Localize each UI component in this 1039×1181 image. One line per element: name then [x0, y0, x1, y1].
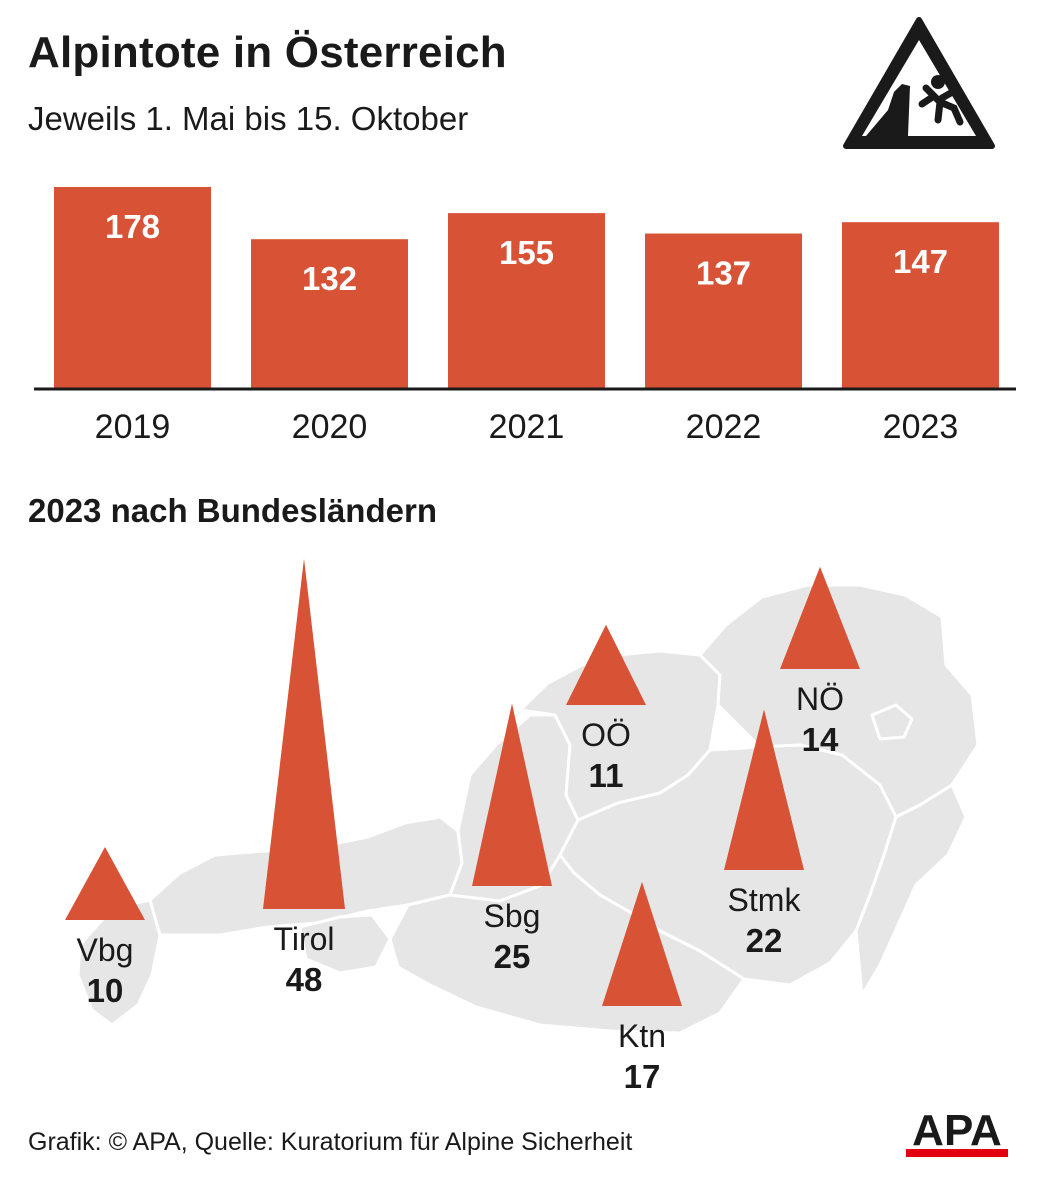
triangle-Vbg: [65, 847, 145, 920]
x-tick-label: 2022: [686, 408, 762, 446]
region-label: Stmk: [728, 882, 802, 918]
x-tick-label: 2023: [883, 408, 959, 446]
bar-chart: 178 2019 132 2020 155 2021 137 2022 147 2023: [34, 187, 1016, 446]
region-value-label: 11: [589, 757, 624, 794]
falling-climber-warning-sign-icon: [843, 17, 995, 149]
map-region-bgld: [854, 783, 968, 997]
bar-2023: [842, 222, 999, 389]
apa-logo-bar: [906, 1149, 1008, 1157]
section-title: 2023 nach Bundesländern: [28, 492, 437, 529]
apa-logo-text: APA: [912, 1106, 1002, 1155]
bar-2022: [645, 233, 802, 389]
region-label: NÖ: [796, 681, 844, 717]
triangle-OÖ: [566, 624, 646, 705]
bar-value-label: 137: [696, 255, 751, 292]
austria-map-chart: Vbg 10 Tirol 48 Sbg 25 OÖ 11 NÖ 14 Stmk 22 Ktn 17: [65, 558, 980, 1095]
bar-value-label: 155: [499, 234, 554, 271]
triangle-Tirol: [263, 558, 345, 909]
region-value-label: 17: [624, 1058, 661, 1095]
bar-value-label: 147: [893, 243, 948, 280]
region-label: OÖ: [581, 717, 631, 753]
region-value-label: 14: [802, 721, 839, 758]
bar-2021: [448, 213, 605, 389]
region-label: Tirol: [273, 921, 334, 957]
x-tick-label: 2019: [95, 408, 171, 446]
region-value-label: 25: [494, 938, 531, 975]
x-tick-label: 2021: [489, 408, 565, 446]
region-label: Sbg: [484, 898, 541, 934]
page-title: Alpintote in Österreich: [28, 28, 507, 77]
map-region-osttirol: [298, 913, 392, 975]
x-tick-label: 2020: [292, 408, 368, 446]
page-subtitle: Jeweils 1. Mai bis 15. Oktober: [28, 100, 469, 137]
bar-2020: [251, 239, 408, 389]
triangle-NÖ: [780, 566, 860, 669]
source-credit: Grafik: © APA, Quelle: Kuratorium für Al…: [28, 1128, 633, 1156]
region-value-label: 48: [286, 961, 323, 998]
bar-value-label: 178: [105, 208, 160, 245]
triangle-Ktn: [602, 881, 682, 1006]
apa-logo: APA: [906, 1106, 1008, 1157]
triangle-Sbg: [472, 703, 552, 886]
region-label: Ktn: [618, 1018, 666, 1054]
region-value-label: 22: [746, 922, 783, 959]
region-value-label: 10: [87, 972, 124, 1009]
region-label: Vbg: [77, 932, 134, 968]
triangle-Stmk: [724, 709, 804, 870]
map-region-wien: [870, 703, 914, 741]
bar-value-label: 132: [302, 260, 357, 297]
bar-2019: [54, 187, 211, 389]
